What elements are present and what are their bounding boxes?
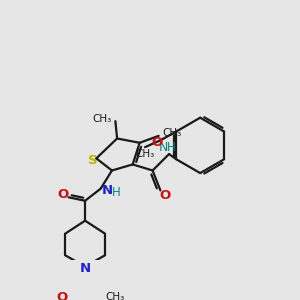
Text: CH₃: CH₃: [106, 292, 125, 300]
Text: CH₃: CH₃: [135, 149, 155, 159]
Text: O: O: [159, 189, 170, 202]
Text: O: O: [56, 291, 68, 300]
Text: O: O: [57, 188, 68, 201]
Text: N: N: [80, 262, 91, 275]
Text: O: O: [152, 136, 163, 149]
Text: S: S: [88, 154, 98, 167]
Text: CH₃: CH₃: [93, 114, 112, 124]
Text: CH₃: CH₃: [162, 128, 182, 138]
Text: N: N: [159, 142, 169, 154]
Text: H: H: [112, 186, 121, 199]
Text: H: H: [167, 142, 175, 154]
Text: N: N: [102, 184, 113, 197]
